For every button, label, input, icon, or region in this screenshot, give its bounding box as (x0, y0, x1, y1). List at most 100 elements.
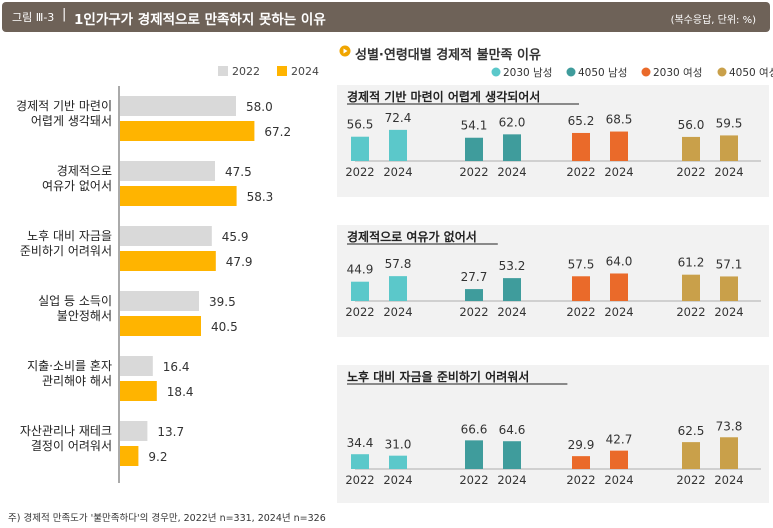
bar-2024 (120, 446, 139, 466)
right-chart-title: 성별·연령대별 경제적 불만족 이유 (355, 48, 541, 63)
value-label-2024: 40.5 (211, 320, 238, 334)
bar-2024 (120, 186, 237, 206)
year-label: 2024 (604, 165, 633, 179)
value-label-2022: 47.5 (225, 165, 252, 179)
category-label: 실업 등 소득이 (38, 294, 112, 308)
legend-swatch-2024 (277, 66, 287, 76)
value-label: 27.7 (461, 270, 488, 284)
panel-title: 경제적 기반 마련이 어렵게 생각되어서 (347, 89, 540, 104)
bar-4050 남성-2024 (503, 278, 521, 301)
year-label: 2024 (714, 473, 743, 487)
category-label: 어렵게 생각돼서 (31, 114, 112, 128)
value-label: 56.0 (678, 118, 705, 132)
year-label: 2022 (676, 305, 705, 319)
category-label: 지출·소비를 혼자 (27, 359, 112, 373)
figure-label: 그림 Ⅲ-3 (12, 11, 55, 24)
unit-note: (복수응답, 단위: %) (670, 15, 756, 26)
value-label: 73.8 (716, 419, 743, 433)
category-label: 경제적 기반 마련이 (16, 99, 112, 113)
footnote: 주) 경제적 만족도가 '불만족하다'의 경우만, 2022년 n=331, 2… (8, 513, 326, 524)
panel-title: 노후 대비 자금을 준비하기 어려워서 (347, 369, 529, 384)
bar-2022 (120, 291, 199, 311)
value-label-2022: 39.5 (209, 295, 236, 309)
category-label: 결정이 어려워서 (31, 439, 112, 453)
bar-4050 여성-2022 (682, 442, 700, 469)
bar-2022 (120, 421, 148, 441)
value-label: 53.2 (499, 259, 526, 273)
value-label: 44.9 (347, 263, 374, 277)
year-label: 2022 (566, 305, 595, 319)
legend-label-2022: 2022 (232, 65, 260, 78)
value-label: 59.5 (716, 116, 743, 130)
bar-2030 여성-2024 (610, 450, 628, 469)
year-label: 2022 (459, 165, 488, 179)
year-label: 2022 (345, 305, 374, 319)
value-label: 64.6 (499, 423, 526, 437)
year-label: 2024 (497, 305, 526, 319)
value-label: 57.1 (716, 257, 743, 271)
legend-label-2024: 2024 (291, 65, 319, 78)
value-label-2022: 13.7 (157, 425, 184, 439)
value-label-2024: 67.2 (264, 125, 291, 139)
bar-2030 여성-2022 (572, 132, 590, 161)
bar-2030 남성-2024 (389, 129, 407, 161)
value-label-2024: 58.3 (247, 190, 274, 204)
legend-label: 4050 여성 (729, 67, 773, 79)
value-label: 57.5 (568, 257, 595, 271)
bar-2030 남성-2024 (389, 455, 407, 469)
header-separator: | (62, 7, 67, 22)
year-label: 2024 (604, 473, 633, 487)
bar-2030 남성-2022 (351, 281, 369, 301)
bar-2024 (120, 121, 255, 141)
value-label-2022: 16.4 (163, 360, 190, 374)
value-label: 66.6 (461, 422, 488, 436)
category-label: 불안정해서 (57, 309, 112, 323)
bar-2030 여성-2022 (572, 456, 590, 469)
legend-dot-1 (566, 67, 576, 77)
bar-4050 여성-2024 (720, 276, 738, 301)
figure-title: 1인가구가 경제적으로 만족하지 못하는 이유 (74, 12, 326, 28)
value-label-2022: 58.0 (246, 100, 273, 114)
value-label: 62.0 (499, 115, 526, 129)
year-label: 2024 (604, 305, 633, 319)
value-label: 54.1 (461, 119, 488, 133)
bar-2024 (120, 251, 216, 271)
year-label: 2022 (345, 165, 374, 179)
bar-2030 남성-2022 (351, 136, 369, 161)
legend-label: 4050 남성 (578, 67, 627, 79)
bar-2030 남성-2022 (351, 454, 369, 469)
category-label: 준비하기 어려워서 (20, 244, 112, 258)
value-label-2022: 45.9 (222, 230, 249, 244)
play-circle-icon (339, 45, 351, 57)
legend-dot-0 (491, 67, 501, 77)
year-label: 2022 (459, 305, 488, 319)
year-label: 2024 (383, 473, 412, 487)
value-label-2024: 9.2 (148, 450, 167, 464)
year-label: 2022 (345, 473, 374, 487)
value-label-2024: 18.4 (167, 385, 194, 399)
bar-4050 남성-2022 (465, 440, 483, 469)
value-label: 29.9 (568, 438, 595, 452)
value-label-2024: 47.9 (226, 255, 253, 269)
figure-header: 그림 Ⅲ-3 | 1인가구가 경제적으로 만족하지 못하는 이유 (복수응답, … (2, 2, 770, 32)
year-label: 2022 (566, 473, 595, 487)
bar-2024 (120, 316, 201, 336)
year-label: 2024 (714, 305, 743, 319)
legend-label: 2030 여성 (653, 67, 702, 79)
category-label: 관리해야 해서 (42, 374, 112, 388)
bar-2030 남성-2024 (389, 276, 407, 301)
value-label: 65.2 (568, 114, 595, 128)
year-label: 2022 (676, 473, 705, 487)
panel-bg (337, 365, 769, 503)
bar-2030 여성-2022 (572, 276, 590, 301)
bar-4050 여성-2022 (682, 136, 700, 161)
value-label: 56.5 (347, 118, 374, 132)
bar-4050 여성-2022 (682, 274, 700, 301)
bar-2030 여성-2024 (610, 131, 628, 161)
value-label: 72.4 (385, 111, 412, 125)
bar-4050 남성-2022 (465, 289, 483, 301)
bar-2030 여성-2024 (610, 273, 628, 301)
bar-2022 (120, 226, 212, 246)
year-label: 2022 (676, 165, 705, 179)
